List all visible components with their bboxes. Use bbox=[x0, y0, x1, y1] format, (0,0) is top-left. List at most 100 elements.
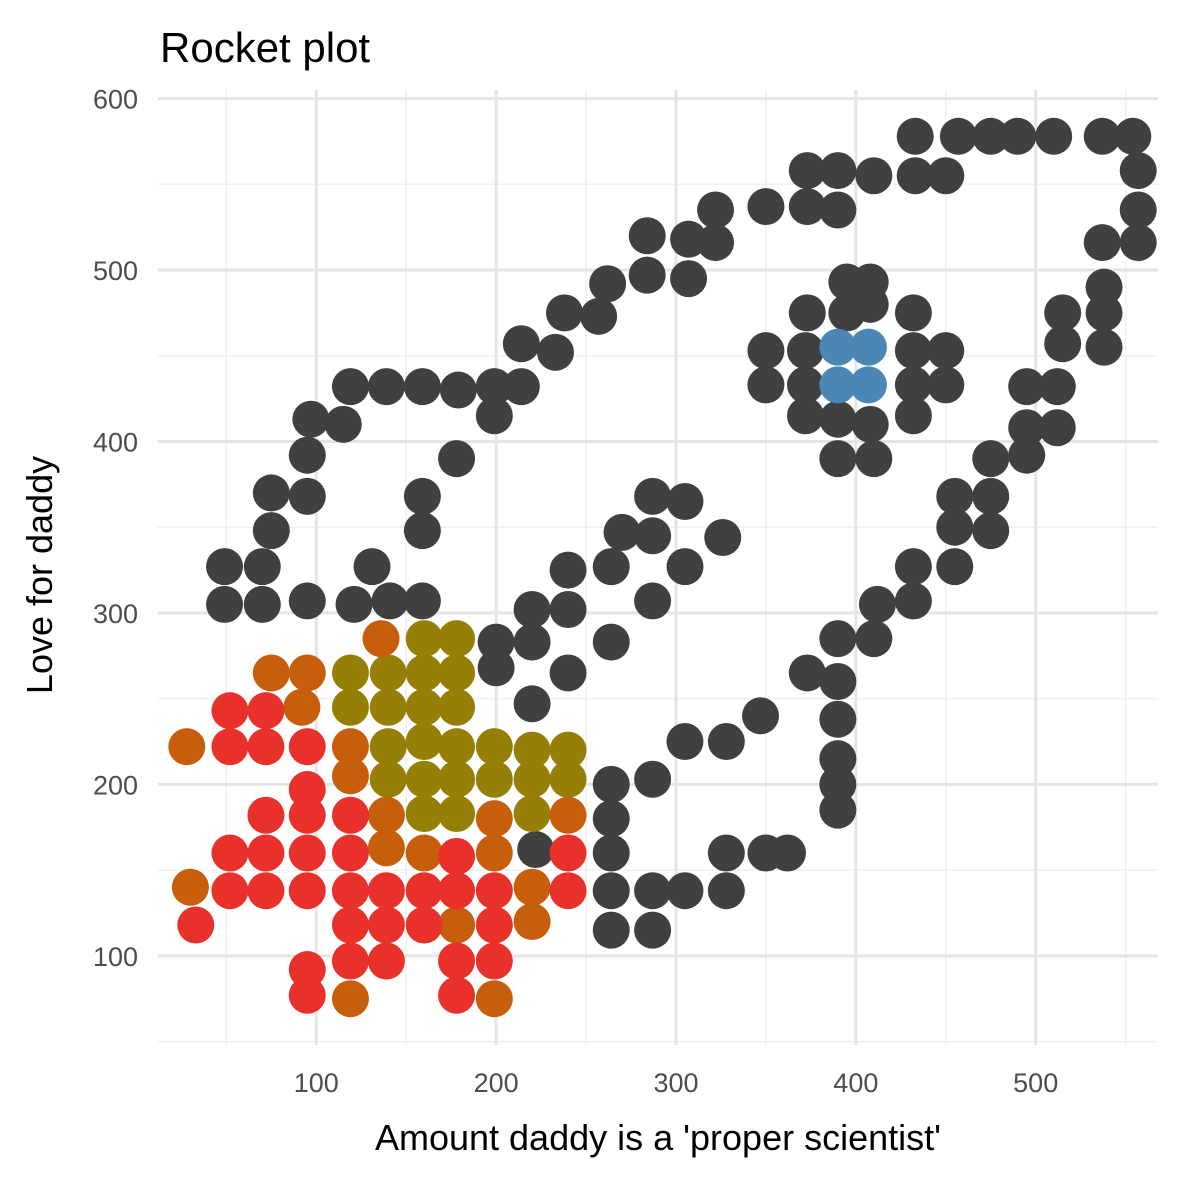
data-point bbox=[438, 760, 476, 798]
data-point bbox=[513, 591, 551, 629]
data-point bbox=[1119, 224, 1157, 262]
data-point bbox=[536, 333, 574, 371]
data-point bbox=[628, 256, 666, 294]
data-point bbox=[1083, 224, 1121, 262]
data-point bbox=[475, 368, 513, 406]
data-point bbox=[367, 942, 405, 980]
data-point bbox=[405, 620, 443, 658]
data-point bbox=[707, 723, 745, 761]
data-point bbox=[634, 760, 672, 798]
x-tick-label: 200 bbox=[474, 1068, 519, 1098]
data-point bbox=[1008, 368, 1046, 406]
data-point bbox=[243, 548, 281, 586]
data-point bbox=[707, 872, 745, 910]
data-point bbox=[592, 623, 630, 661]
data-point bbox=[894, 366, 932, 404]
data-point bbox=[1008, 436, 1046, 474]
data-point bbox=[288, 654, 326, 692]
data-point bbox=[405, 872, 443, 910]
data-point bbox=[819, 440, 857, 478]
data-point bbox=[252, 512, 290, 550]
data-point bbox=[1119, 191, 1157, 229]
data-point bbox=[819, 400, 857, 438]
data-point bbox=[475, 980, 513, 1018]
data-point bbox=[788, 294, 826, 332]
data-point bbox=[502, 368, 540, 406]
data-point bbox=[513, 903, 551, 941]
data-point bbox=[403, 368, 441, 406]
data-point bbox=[849, 328, 887, 366]
data-point bbox=[580, 297, 618, 335]
data-point bbox=[927, 366, 965, 404]
data-point bbox=[283, 688, 321, 726]
y-tick-label: 400 bbox=[93, 427, 138, 457]
data-point bbox=[331, 368, 369, 406]
data-point bbox=[666, 872, 704, 910]
data-point bbox=[367, 796, 405, 834]
data-point bbox=[549, 872, 587, 910]
data-point bbox=[475, 906, 513, 944]
data-point bbox=[592, 548, 630, 586]
data-points bbox=[168, 117, 1157, 1018]
data-point bbox=[405, 654, 443, 692]
data-point bbox=[331, 906, 369, 944]
data-point bbox=[666, 482, 704, 520]
data-point bbox=[211, 692, 249, 730]
data-point bbox=[927, 157, 965, 195]
chart-title: Rocket plot bbox=[160, 24, 370, 71]
data-point bbox=[403, 477, 441, 515]
data-point bbox=[999, 117, 1037, 155]
data-point bbox=[549, 731, 587, 769]
data-point bbox=[545, 294, 583, 332]
data-point bbox=[477, 623, 515, 661]
data-point bbox=[211, 872, 249, 910]
data-point bbox=[670, 220, 708, 258]
y-tick-label: 200 bbox=[93, 770, 138, 800]
data-point bbox=[589, 265, 627, 303]
data-point bbox=[1038, 409, 1076, 447]
data-point bbox=[788, 654, 826, 692]
data-point bbox=[438, 688, 476, 726]
y-tick-label: 100 bbox=[93, 942, 138, 972]
data-point bbox=[252, 474, 290, 512]
data-point bbox=[851, 285, 889, 323]
data-point bbox=[211, 728, 249, 766]
data-point bbox=[403, 582, 441, 620]
data-point bbox=[405, 723, 443, 761]
x-tick-labels: 100 200 300 400 500 bbox=[294, 1068, 1058, 1098]
data-point bbox=[247, 728, 285, 766]
y-tick-label: 500 bbox=[93, 256, 138, 286]
data-point bbox=[936, 477, 974, 515]
data-point bbox=[247, 872, 285, 910]
data-point bbox=[1085, 268, 1123, 306]
data-point bbox=[742, 697, 780, 735]
data-point bbox=[247, 692, 285, 730]
data-point bbox=[549, 760, 587, 798]
data-point bbox=[894, 294, 932, 332]
data-point bbox=[936, 508, 974, 546]
data-point bbox=[438, 620, 476, 658]
data-point bbox=[288, 728, 326, 766]
data-point bbox=[177, 906, 215, 944]
data-point bbox=[592, 800, 630, 838]
data-point bbox=[1085, 328, 1123, 366]
data-point bbox=[288, 436, 326, 474]
data-point bbox=[768, 834, 806, 872]
data-point bbox=[247, 834, 285, 872]
data-point bbox=[438, 654, 476, 692]
data-point bbox=[438, 976, 476, 1014]
data-point bbox=[819, 700, 857, 738]
data-point bbox=[513, 685, 551, 723]
data-point bbox=[697, 224, 735, 262]
data-point bbox=[855, 440, 893, 478]
x-tick-label: 500 bbox=[1013, 1068, 1058, 1098]
data-point bbox=[592, 911, 630, 949]
data-point bbox=[1114, 117, 1152, 155]
data-point bbox=[513, 760, 551, 798]
data-point bbox=[894, 582, 932, 620]
data-point bbox=[819, 791, 857, 829]
data-point bbox=[247, 796, 285, 834]
data-point bbox=[747, 188, 785, 226]
data-point bbox=[324, 405, 362, 443]
